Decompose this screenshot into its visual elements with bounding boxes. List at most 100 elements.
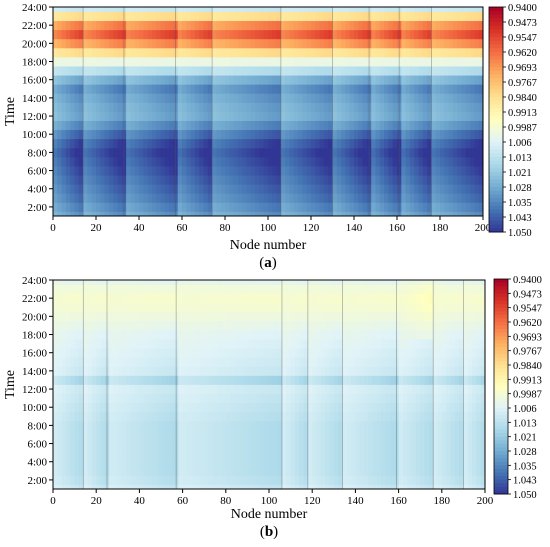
- heatmap-cell: [151, 102, 157, 112]
- heatmap-cell: [130, 311, 136, 322]
- heatmap-cell: [268, 138, 273, 149]
- heatmap-cell: [169, 320, 175, 331]
- heatmap-cell: [316, 429, 322, 440]
- heatmap-cell: [409, 138, 415, 149]
- heatmap-cell: [57, 375, 63, 385]
- heatmap-cell: [346, 393, 352, 404]
- heatmap-cell: [182, 339, 188, 349]
- heatmap-cell: [328, 202, 333, 212]
- heatmap-cell: [100, 339, 106, 349]
- heatmap-cell: [323, 147, 329, 158]
- heatmap-cell: [130, 420, 136, 431]
- heatmap-cell: [259, 138, 265, 149]
- heatmap-cell: [216, 156, 222, 167]
- heatmap-cell: [355, 466, 361, 476]
- heatmap-cell: [420, 293, 425, 304]
- heatmap-cell: [221, 475, 227, 485]
- heatmap-cell: [446, 311, 451, 322]
- colorbar-segment: [489, 59, 503, 64]
- heatmap-cell: [329, 466, 335, 476]
- heatmap-cell: [87, 56, 93, 67]
- heatmap-cell: [323, 156, 329, 167]
- heatmap-cell: [424, 311, 430, 322]
- heatmap-cell: [418, 120, 424, 131]
- heatmap-cell: [156, 393, 162, 404]
- heatmap-cell: [207, 84, 213, 94]
- heatmap-cell: [143, 211, 148, 217]
- heatmap-cell: [169, 166, 174, 176]
- heatmap-cell: [452, 129, 458, 140]
- heatmap-cell: [342, 402, 348, 413]
- heatmap-cell: [285, 193, 290, 203]
- heatmap-cell: [319, 11, 325, 22]
- heatmap-cell: [169, 348, 175, 358]
- heatmap-cell: [164, 11, 170, 22]
- heatmap-cell: [463, 302, 469, 313]
- heatmap-cell: [70, 129, 75, 140]
- heatmap-cell: [169, 147, 174, 158]
- heatmap-cell: [216, 175, 222, 185]
- heatmap-cell: [459, 320, 464, 331]
- colorbar-segment: [489, 100, 503, 105]
- heatmap-cell: [186, 211, 191, 217]
- heatmap-cell: [422, 211, 428, 217]
- heatmap-cell: [444, 93, 449, 103]
- heatmap-cell: [251, 357, 257, 367]
- heatmap-cell: [316, 280, 322, 285]
- heatmap-cell: [467, 393, 473, 404]
- heatmap-cell: [234, 348, 240, 358]
- heatmap-cell: [454, 393, 460, 404]
- heatmap-cell: [260, 411, 266, 422]
- heatmap-cell: [216, 211, 222, 217]
- heatmap-cell: [194, 11, 200, 22]
- heatmap-cell: [216, 7, 222, 12]
- heatmap-cell: [212, 384, 218, 394]
- heatmap-cell: [178, 384, 183, 394]
- heatmap-cell: [135, 375, 140, 385]
- heatmap-cell: [91, 84, 97, 94]
- heatmap-cell: [411, 466, 417, 476]
- heatmap-cell: [151, 156, 157, 167]
- heatmap-cell: [398, 357, 404, 367]
- heatmap-cell: [285, 84, 290, 94]
- heatmap-cell: [312, 420, 317, 431]
- heatmap-cell: [194, 120, 200, 131]
- heatmap-cell: [379, 138, 385, 149]
- heatmap-cell: [230, 329, 235, 340]
- heatmap-cell: [61, 56, 67, 67]
- heatmap-cell: [269, 302, 274, 313]
- heatmap-cell: [463, 484, 469, 490]
- heatmap-cell: [405, 38, 411, 49]
- heatmap-cell: [225, 348, 231, 358]
- heatmap-cell: [277, 284, 283, 295]
- heatmap-cell: [78, 280, 84, 285]
- heatmap-cell: [178, 402, 183, 413]
- heatmap-cell: [319, 7, 325, 12]
- colorbar-segment: [489, 194, 503, 199]
- heatmap-cell: [242, 211, 247, 217]
- heatmap-cell: [57, 439, 63, 449]
- heatmap-cell: [328, 38, 333, 49]
- heatmap-cell: [195, 466, 201, 476]
- heatmap-cell: [255, 184, 260, 194]
- heatmap-cell: [351, 375, 356, 385]
- heatmap-cell: [186, 129, 191, 140]
- colorbar-tick-label: 1.021: [508, 168, 532, 179]
- heatmap-cell: [364, 339, 369, 349]
- heatmap-cell: [345, 156, 351, 167]
- heatmap-cell: [474, 47, 480, 58]
- heatmap-cell: [402, 475, 408, 485]
- heatmap-cell: [160, 156, 166, 167]
- heatmap-cell: [78, 357, 84, 367]
- heatmap-cell: [379, 66, 385, 76]
- heatmap-cell: [156, 202, 161, 212]
- heatmap-cell: [130, 193, 136, 203]
- heatmap-cell: [351, 411, 356, 422]
- heatmap-cell: [354, 184, 359, 194]
- heatmap-cell: [450, 366, 456, 376]
- heatmap-cell: [319, 211, 325, 217]
- heatmap-cell: [100, 66, 105, 76]
- heatmap-cell: [143, 84, 148, 94]
- heatmap-cell: [446, 484, 451, 490]
- heatmap-cell: [293, 38, 299, 49]
